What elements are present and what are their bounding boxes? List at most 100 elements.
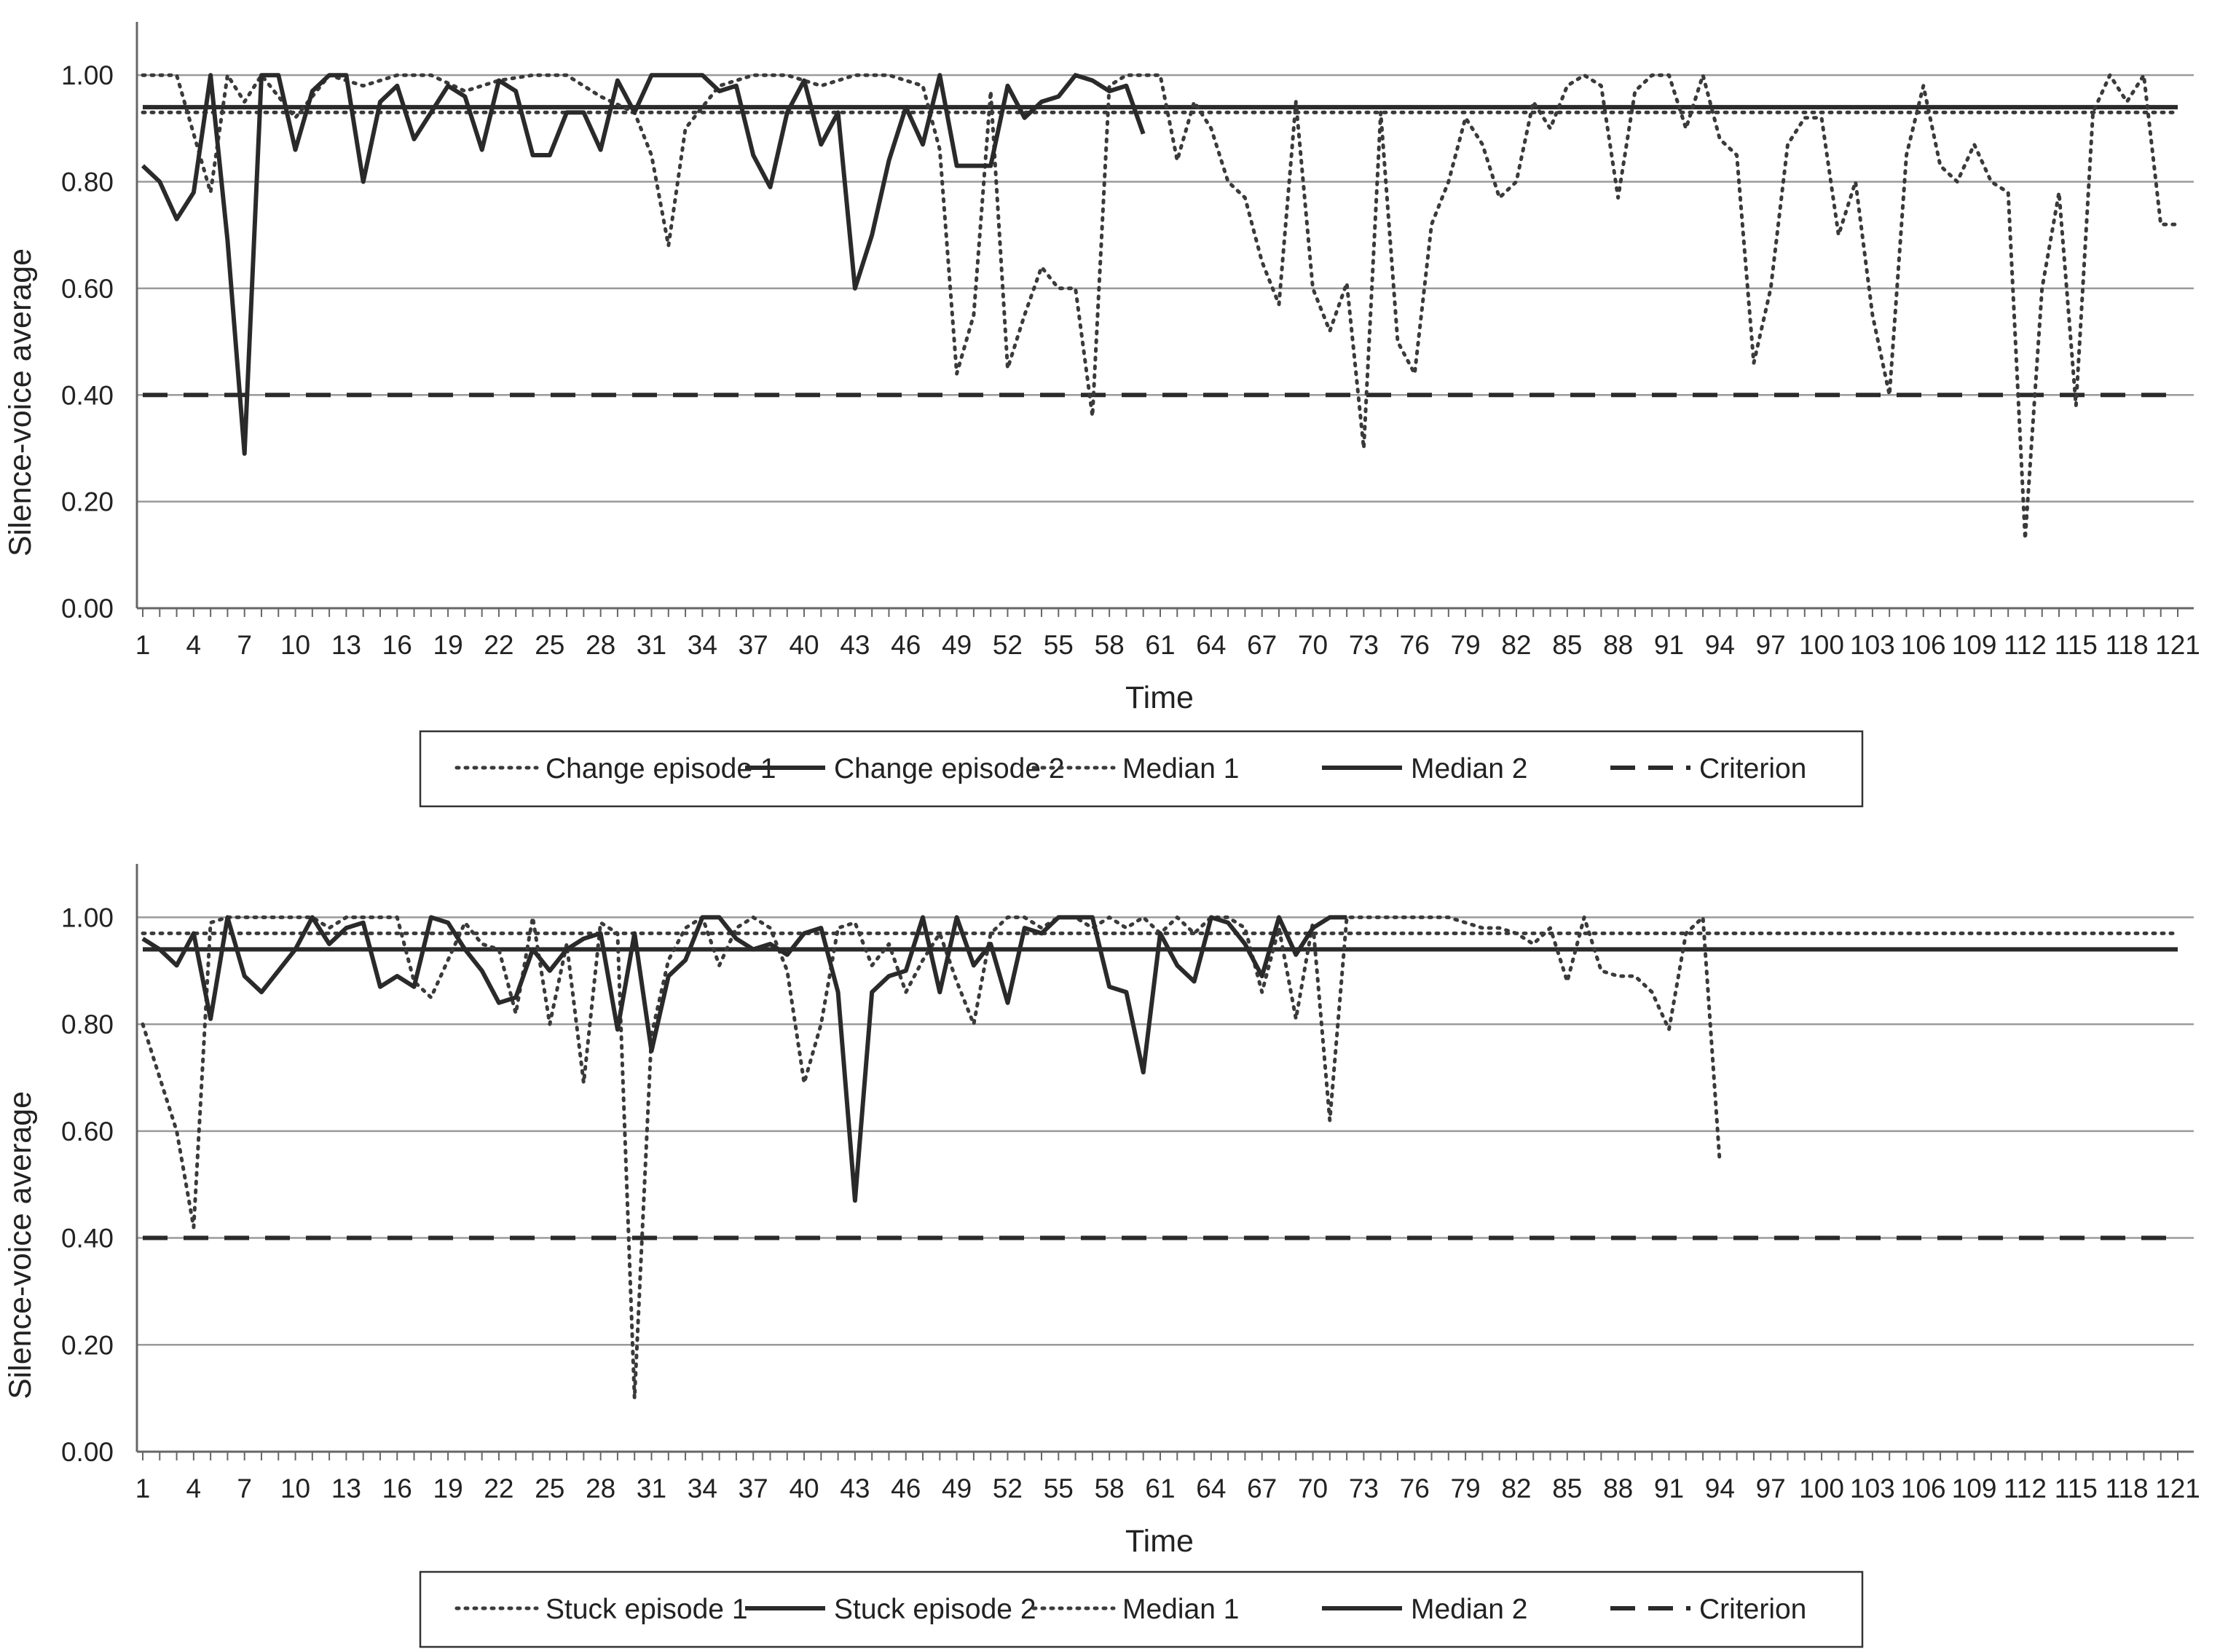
x-tick-label: 40 (789, 630, 819, 660)
x-tick-label: 76 (1400, 1474, 1430, 1503)
x-tick-label: 82 (1501, 630, 1531, 660)
x-tick-label: 34 (688, 1474, 717, 1503)
x-tick-label: 97 (1756, 630, 1786, 660)
legend-label: Stuck episode 1 (546, 1594, 748, 1625)
x-tick-label: 31 (637, 1474, 666, 1503)
y-tick-label: 0.20 (61, 487, 114, 517)
legend-label: Criterion (1699, 1594, 1806, 1625)
series-line-stuck-episode-2 (141, 915, 1347, 1203)
x-tick-label: 88 (1603, 630, 1633, 660)
x-tick-label: 94 (1705, 1474, 1735, 1503)
x-tick-label: 61 (1145, 630, 1175, 660)
x-tick-label: 37 (739, 1474, 768, 1503)
y-tick-label: 0.40 (61, 380, 114, 410)
x-tick-label: 67 (1247, 1474, 1277, 1503)
x-tick-label: 79 (1451, 630, 1481, 660)
x-tick-label: 64 (1196, 630, 1226, 660)
x-tick-label: 112 (2004, 630, 2047, 660)
legend-label: Median 1 (1122, 753, 1239, 784)
x-tick-label: 7 (237, 630, 252, 660)
x-tick-label: 94 (1705, 630, 1735, 660)
x-tick-label: 13 (331, 630, 361, 660)
legend: Change episode 1 Change episode 2 Median 1… (419, 730, 1864, 808)
x-tick-label: 10 (280, 1474, 310, 1503)
x-tick-label: 49 (942, 1474, 972, 1503)
x-tick-label: 97 (1756, 1474, 1786, 1503)
x-tick-label: 106 (1901, 1474, 1946, 1503)
x-tick-label: 13 (331, 1474, 361, 1503)
legend: Stuck episode 1 Stuck episode 2 Median 1 Me… (419, 1570, 1864, 1648)
x-tick-label: 22 (484, 630, 513, 660)
y-tick-label: 0.40 (61, 1224, 114, 1254)
legend-label: Median 2 (1411, 1594, 1527, 1625)
x-tick-label: 64 (1196, 1474, 1226, 1503)
x-tick-label: 73 (1349, 1474, 1379, 1503)
x-tick-label: 109 (1952, 1474, 1997, 1503)
x-tick-label: 28 (586, 1474, 615, 1503)
x-tick-label: 67 (1247, 630, 1277, 660)
x-tick-label: 118 (2106, 1474, 2149, 1503)
x-axis-title: Time (1125, 1524, 1194, 1559)
x-tick-label: 82 (1501, 1474, 1531, 1503)
y-axis-title: Silence-voice average (3, 248, 38, 556)
x-tick-label: 70 (1298, 630, 1328, 660)
x-tick-label: 52 (993, 1474, 1023, 1503)
x-tick-label: 85 (1552, 630, 1582, 660)
legend-label: Criterion (1699, 753, 1806, 784)
y-tick-label: 0.60 (61, 274, 114, 304)
x-tick-label: 16 (382, 630, 412, 660)
legend-box (419, 1570, 1864, 1648)
x-tick-label: 91 (1654, 1474, 1684, 1503)
x-tick-label: 100 (1799, 630, 1844, 660)
legend-label: Median 1 (1122, 1594, 1239, 1625)
x-tick-label: 43 (840, 1474, 870, 1503)
chart-panel-1: 0.00 0.20 0.40 0.60 0.80 1.00 1 4 7 10 13 16 19 22 25 2… (3, 22, 2200, 808)
x-tick-label: 7 (237, 1474, 252, 1503)
x-tick-label: 103 (1850, 1474, 1895, 1503)
x-axis-title: Time (1125, 680, 1194, 715)
x-tick-label: 55 (1044, 630, 1074, 660)
legend-label: Change episode 2 (834, 753, 1065, 784)
y-tick-label: 0.80 (61, 168, 114, 197)
x-tick-label: 115 (2055, 1474, 2098, 1503)
x-tick-label: 25 (535, 630, 564, 660)
series-line-stuck-episode-1 (141, 915, 1722, 1401)
y-tick-label: 0.80 (61, 1010, 114, 1039)
x-tick-label: 4 (186, 630, 202, 660)
x-tick-label: 70 (1298, 1474, 1328, 1503)
x-tick-label: 40 (789, 1474, 819, 1503)
x-tick-label: 1 (135, 1474, 151, 1503)
x-tick-label: 61 (1145, 1474, 1175, 1503)
y-tick-label: 0.00 (61, 1437, 114, 1467)
x-tick-label: 91 (1654, 630, 1684, 660)
x-tick-label: 118 (2106, 630, 2149, 660)
x-tick-label: 10 (280, 630, 310, 660)
x-tick-label: 49 (942, 630, 972, 660)
series-line-change-episode-2 (141, 73, 1146, 456)
x-tick-label: 85 (1552, 1474, 1582, 1503)
y-tick-label: 0.60 (61, 1117, 114, 1146)
y-tick-label: 0.20 (61, 1330, 114, 1360)
x-tick-label: 79 (1451, 1474, 1481, 1503)
x-tick-label: 73 (1349, 630, 1379, 660)
x-tick-label: 46 (891, 1474, 921, 1503)
x-tick-label: 76 (1400, 630, 1430, 660)
x-tick-label: 58 (1095, 630, 1125, 660)
x-tick-label: 1 (135, 630, 151, 660)
x-tick-label: 112 (2004, 1474, 2047, 1503)
x-tick-label: 100 (1799, 1474, 1844, 1503)
x-tick-label: 28 (586, 630, 615, 660)
x-tick-label: 4 (186, 1474, 202, 1503)
x-tick-label: 121 (2155, 630, 2200, 660)
x-tick-label: 16 (382, 1474, 412, 1503)
x-tick-label: 25 (535, 1474, 564, 1503)
chart-panel-2: 0.00 0.20 0.40 0.60 0.80 1.00 1 4 7 10 13 16 19 22 25 2… (3, 864, 2200, 1648)
x-tick-label: 58 (1095, 1474, 1125, 1503)
y-tick-label: 0.00 (61, 594, 114, 624)
x-tick-label: 19 (433, 630, 463, 660)
y-tick-label: 1.00 (61, 60, 114, 90)
x-tick-label: 34 (688, 630, 717, 660)
y-axis-title: Silence-voice average (3, 1091, 38, 1399)
x-tick-label: 19 (433, 1474, 463, 1503)
legend-label: Change episode 1 (546, 753, 776, 784)
